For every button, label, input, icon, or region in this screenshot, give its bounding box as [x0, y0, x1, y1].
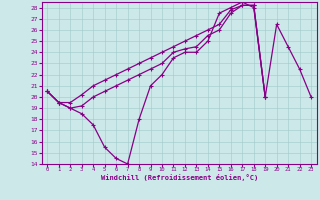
X-axis label: Windchill (Refroidissement éolien,°C): Windchill (Refroidissement éolien,°C)	[100, 174, 258, 181]
